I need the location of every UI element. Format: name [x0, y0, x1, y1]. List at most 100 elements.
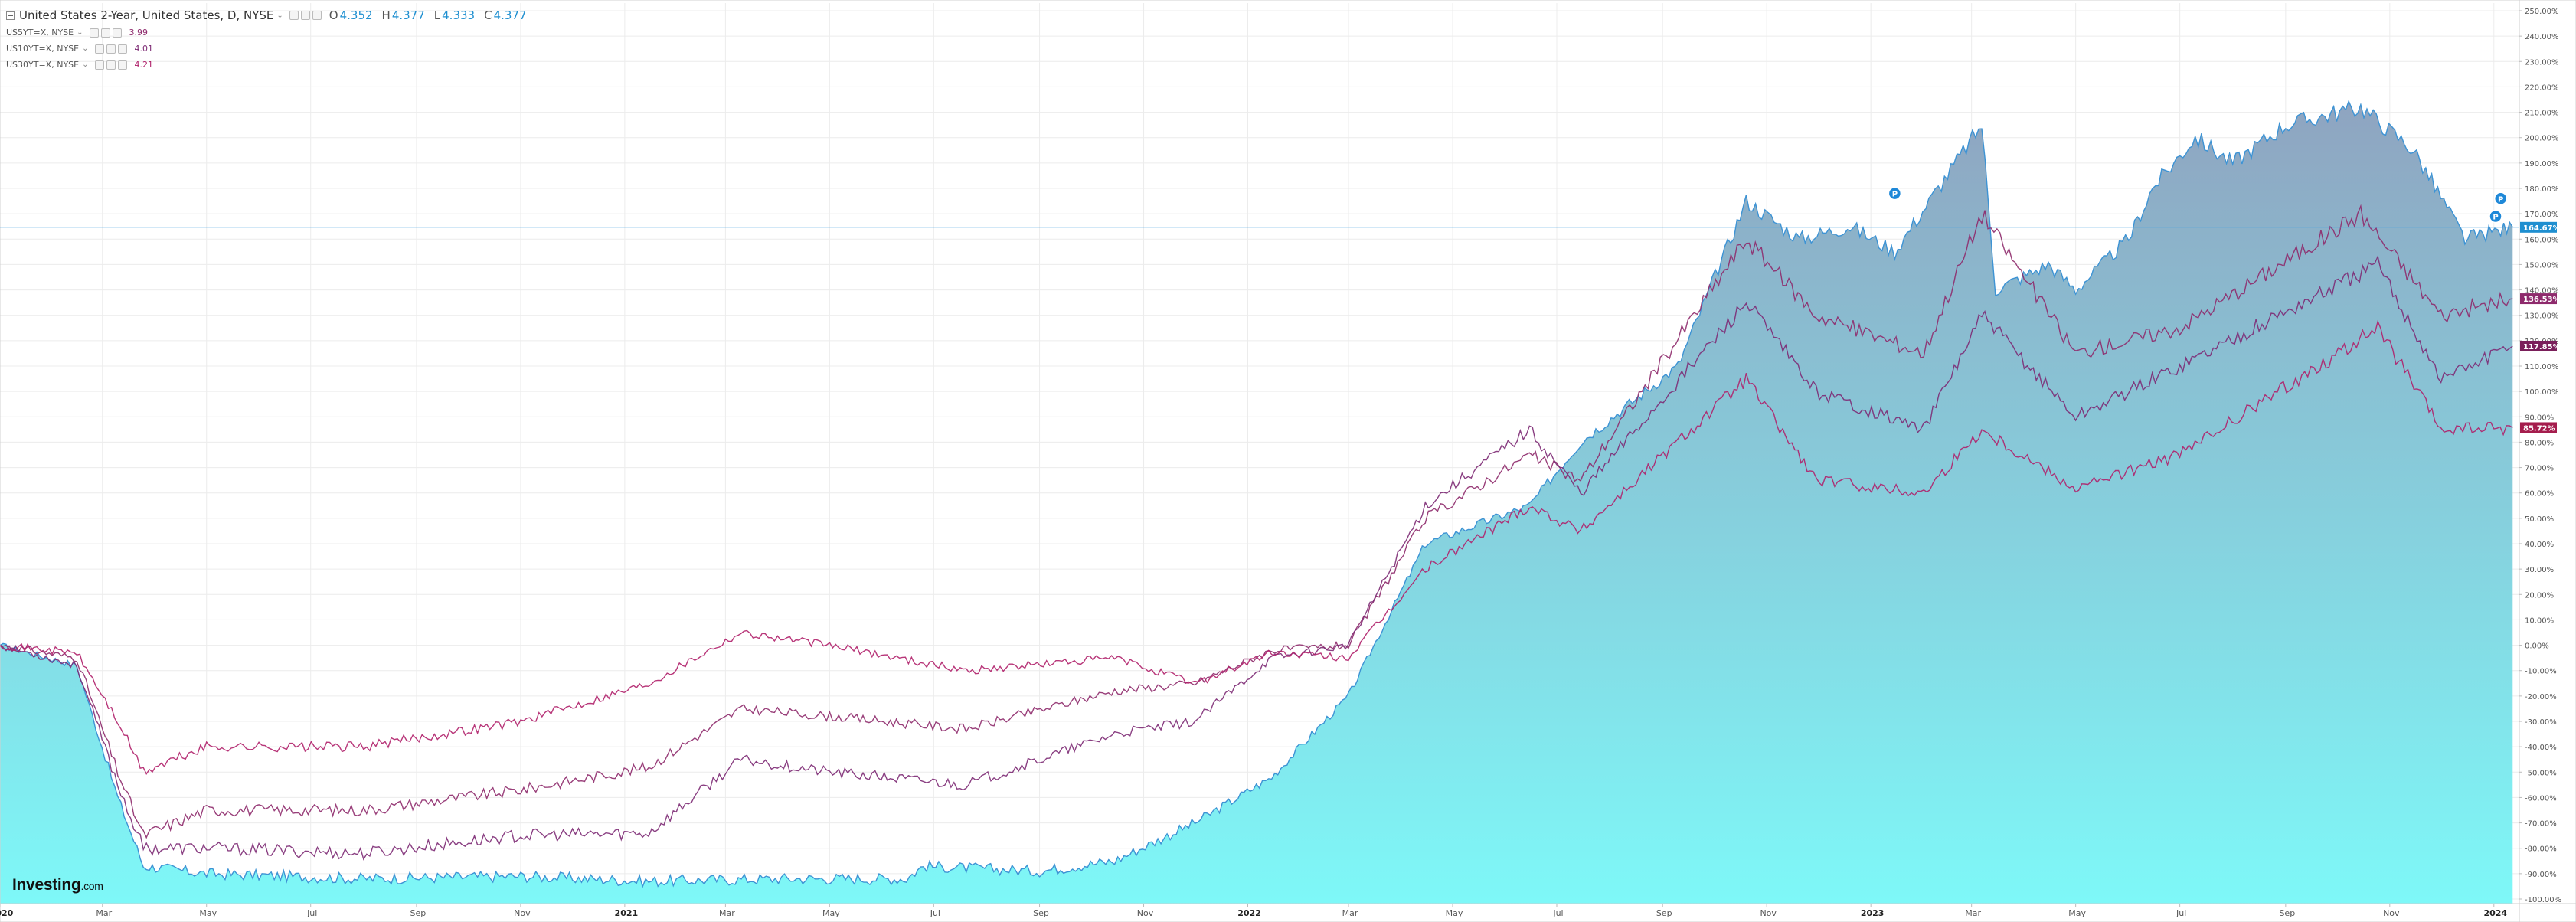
- settings-icon[interactable]: [106, 44, 116, 54]
- ohlc-open: O 4.352: [329, 8, 373, 22]
- series-buttons: [89, 28, 122, 38]
- x-tick-label: Sep: [1033, 908, 1049, 918]
- event-marker-icon[interactable]: P: [1888, 186, 1902, 201]
- legend: United States 2-Year, United States, D, …: [6, 6, 536, 73]
- ohlc-close: C 4.377: [484, 8, 527, 22]
- y-tick-label: 100.00%: [2525, 388, 2559, 397]
- lines-layer: [0, 204, 2513, 861]
- y-tick-label: -20.00%: [2525, 693, 2557, 701]
- last-value-label: 117.85%: [2520, 340, 2561, 351]
- x-tick-label: Nov: [1760, 908, 1777, 918]
- y-tick-label: 220.00%: [2525, 83, 2559, 92]
- last-value-text: 117.85%: [2523, 343, 2561, 351]
- last-value-bg: [2520, 422, 2557, 433]
- y-tick-label: 70.00%: [2525, 465, 2554, 473]
- x-tick-label: Mar: [719, 908, 735, 918]
- overlay-layer: 164.67% 136.53% 117.85% 85.72% P P P: [0, 186, 2561, 433]
- series-value: 3.99: [129, 28, 149, 38]
- legend-series-0: US5YT=X, NYSE ⌄ 3.99: [6, 25, 536, 41]
- chevron-down-icon[interactable]: ⌄: [82, 60, 89, 69]
- low-value: 4.333: [442, 8, 476, 22]
- x-tick-label: 2021: [615, 908, 639, 918]
- x-tick-label: Jul: [1552, 908, 1563, 918]
- x-tick-label: 2020: [0, 908, 14, 918]
- y-tick-label: -10.00%: [2525, 668, 2557, 676]
- last-value-text: 136.53%: [2523, 296, 2561, 304]
- y-tick-label: 60.00%: [2525, 490, 2554, 499]
- last-value-bg: [2520, 340, 2557, 351]
- eye-icon[interactable]: [89, 28, 99, 38]
- collapse-icon[interactable]: [6, 11, 15, 20]
- series-value: 4.01: [134, 44, 154, 54]
- chevron-down-icon[interactable]: ⌄: [77, 28, 83, 37]
- y-tick-label: -60.00%: [2525, 794, 2557, 803]
- y-tick-label: -40.00%: [2525, 744, 2557, 752]
- event-marker-circle: [2493, 191, 2508, 206]
- y-tick-label: 250.00%: [2525, 8, 2559, 16]
- last-value-text: 85.72%: [2523, 424, 2555, 433]
- settings-icon[interactable]: [106, 60, 116, 70]
- event-marker-icon[interactable]: P: [2493, 191, 2508, 206]
- y-tick-label: 200.00%: [2525, 135, 2559, 143]
- legend-series-1: US10YT=X, NYSE ⌄ 4.01: [6, 41, 536, 57]
- x-tick-label: Nov: [2383, 908, 2400, 918]
- series-buttons: [94, 44, 127, 54]
- series-line-us10yt-x[interactable]: [0, 254, 2513, 861]
- last-value-label: 164.67%: [2520, 221, 2561, 233]
- chevron-down-icon[interactable]: ⌄: [276, 11, 283, 20]
- close-icon[interactable]: [117, 60, 127, 70]
- x-tick-label: May: [199, 908, 217, 918]
- y-tick-label: -90.00%: [2525, 871, 2557, 879]
- y-tick-label: -50.00%: [2525, 769, 2557, 777]
- x-tick-label: May: [2068, 908, 2086, 918]
- x-tick-label: Jul: [930, 908, 940, 918]
- x-tick-label: Sep: [1656, 908, 1672, 918]
- y-tick-label: 80.00%: [2525, 439, 2554, 447]
- settings-icon[interactable]: [300, 11, 310, 20]
- ohlc-high: H 4.377: [381, 8, 425, 22]
- event-marker-letter: P: [2493, 213, 2498, 221]
- series-label: US30YT=X, NYSE: [6, 60, 80, 70]
- y-tick-label: 10.00%: [2525, 616, 2554, 625]
- y-tick-label: 50.00%: [2525, 515, 2554, 524]
- x-tick-label: 2023: [1861, 908, 1885, 918]
- y-tick-label: 90.00%: [2525, 414, 2554, 422]
- y-tick-label: 110.00%: [2525, 363, 2559, 371]
- last-value-text: 164.67%: [2523, 224, 2561, 233]
- series-line-us30yt-x[interactable]: [0, 319, 2513, 776]
- close-icon[interactable]: [312, 11, 322, 20]
- close-icon[interactable]: [112, 28, 122, 38]
- eye-icon[interactable]: [289, 11, 299, 20]
- y-tick-label: 180.00%: [2525, 185, 2559, 194]
- logo-suffix: .com: [80, 880, 103, 892]
- event-marker-icon[interactable]: P: [2489, 209, 2502, 224]
- legend-series-2: US30YT=X, NYSE ⌄ 4.21: [6, 57, 536, 73]
- open-value: 4.352: [339, 8, 373, 22]
- x-tick-label: May: [822, 908, 840, 918]
- y-tick-label: 170.00%: [2525, 211, 2559, 219]
- x-tick-label: Nov: [1137, 908, 1154, 918]
- y-tick-label: 40.00%: [2525, 541, 2554, 549]
- y-tick-label: 210.00%: [2525, 110, 2559, 118]
- series-label: US5YT=X, NYSE: [6, 28, 74, 38]
- y-tick-label: 190.00%: [2525, 160, 2559, 168]
- series-line-us2y[interactable]: [0, 100, 2513, 889]
- event-marker-letter: P: [1892, 191, 1898, 199]
- y-tick-label: 240.00%: [2525, 33, 2559, 41]
- logo-text: Investing: [12, 876, 81, 894]
- settings-icon[interactable]: [100, 28, 110, 38]
- eye-icon[interactable]: [94, 44, 104, 54]
- area-layer: [0, 100, 2513, 904]
- x-tick-label: Jul: [2176, 908, 2186, 918]
- chevron-down-icon[interactable]: ⌄: [82, 44, 89, 53]
- x-tick-label: 2022: [1237, 908, 1261, 918]
- series-line-us5yt-x[interactable]: [0, 204, 2513, 839]
- y-tick-label: 150.00%: [2525, 261, 2559, 270]
- ohlc-low: L 4.333: [433, 8, 476, 22]
- close-icon[interactable]: [117, 44, 127, 54]
- x-tick-label: Mar: [1342, 908, 1358, 918]
- y-tick-label: -80.00%: [2525, 845, 2557, 854]
- eye-icon[interactable]: [94, 60, 104, 70]
